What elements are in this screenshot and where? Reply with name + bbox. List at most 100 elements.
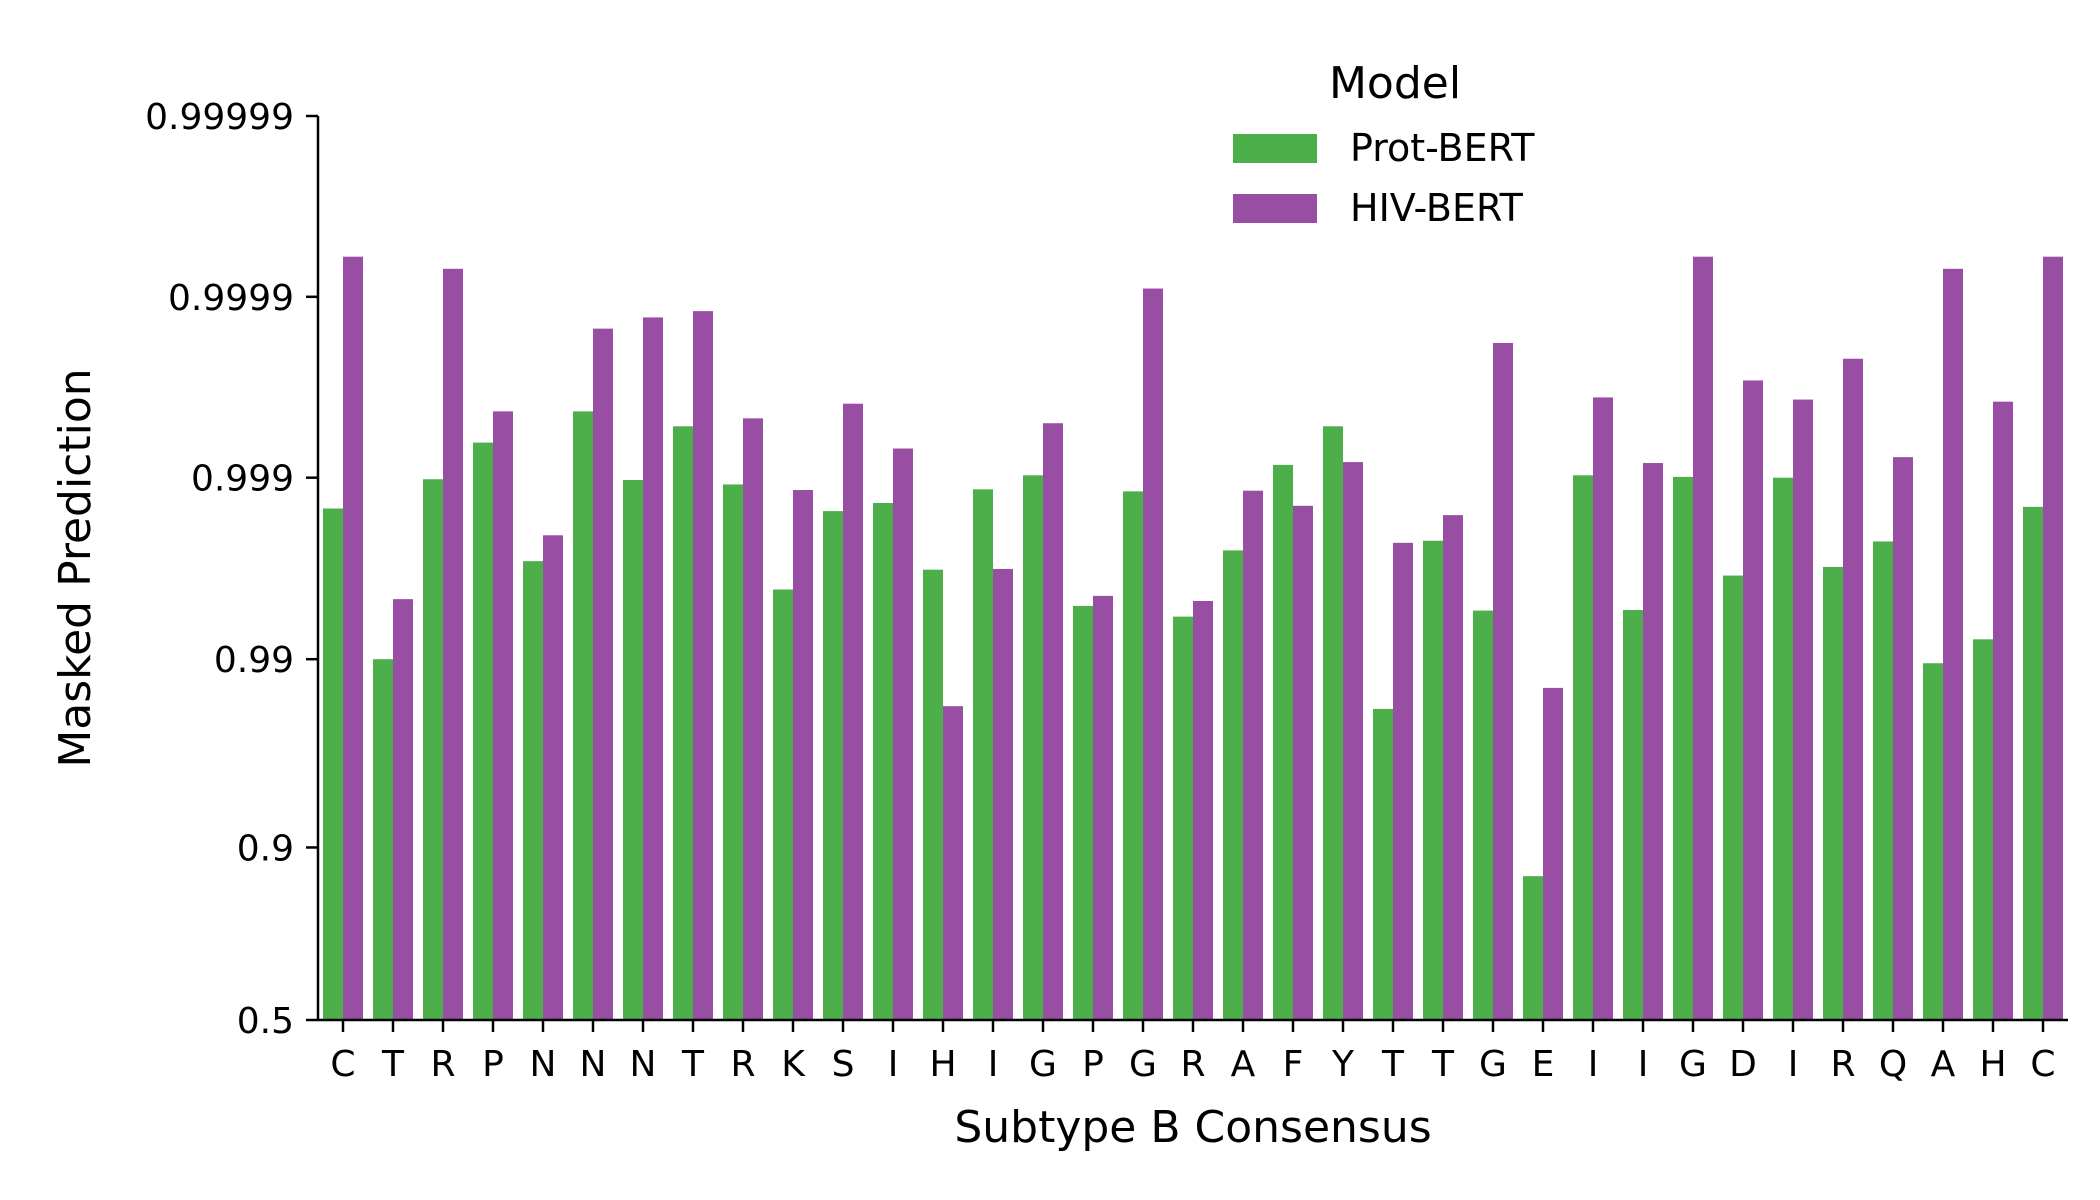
bar-prot-bert bbox=[1473, 610, 1493, 1020]
bar-prot-bert bbox=[1973, 639, 1993, 1020]
x-tick-label: G bbox=[1029, 1044, 1057, 1085]
bar-prot-bert bbox=[573, 411, 593, 1020]
x-tick-label: C bbox=[330, 1044, 355, 1085]
y-ticks-group: 0.5 0.9 0.99 0.999 0.9999 0.99999 bbox=[145, 97, 318, 1042]
bar-hiv-bert bbox=[1093, 595, 1113, 1020]
bar-hiv-bert bbox=[443, 268, 463, 1020]
bar-hiv-bert bbox=[2043, 256, 2063, 1020]
bar-prot-bert bbox=[1673, 476, 1693, 1020]
bar-hiv-bert bbox=[1243, 490, 1263, 1021]
bar-hiv-bert bbox=[1293, 505, 1313, 1021]
bar-prot-bert bbox=[1923, 663, 1943, 1020]
x-tick-label: Q bbox=[1879, 1044, 1907, 1085]
bar-hiv-bert bbox=[1643, 463, 1663, 1020]
x-tick-label: T bbox=[1381, 1044, 1405, 1085]
x-tick-label: R bbox=[1830, 1044, 1855, 1085]
bar-prot-bert bbox=[423, 479, 443, 1020]
bar-prot-bert bbox=[1073, 605, 1093, 1020]
bar-prot-bert bbox=[1773, 477, 1793, 1020]
bar-prot-bert bbox=[1373, 708, 1393, 1020]
x-tick-label: H bbox=[929, 1044, 956, 1085]
bar-prot-bert bbox=[473, 442, 493, 1020]
x-tick-label: I bbox=[888, 1044, 899, 1085]
x-tick-label: I bbox=[988, 1044, 999, 1085]
bar-prot-bert bbox=[1723, 575, 1743, 1020]
x-tick-label: G bbox=[1129, 1044, 1157, 1085]
bar-prot-bert bbox=[723, 484, 743, 1020]
bar-prot-bert bbox=[1273, 464, 1293, 1020]
bar-prot-bert bbox=[973, 489, 993, 1020]
bar-hiv-bert bbox=[1843, 358, 1863, 1021]
x-tick-label: A bbox=[1231, 1044, 1256, 1085]
bar-hiv-bert bbox=[893, 448, 913, 1021]
x-tick-label: T bbox=[1431, 1044, 1455, 1085]
x-tick-label: R bbox=[730, 1044, 755, 1085]
x-tick-label: A bbox=[1931, 1044, 1956, 1085]
bar-hiv-bert bbox=[1893, 457, 1913, 1020]
x-tick-label: F bbox=[1283, 1044, 1304, 1085]
legend: Model Prot-BERT HIV-BERT bbox=[1233, 58, 1535, 230]
x-tick-label: G bbox=[1479, 1044, 1507, 1085]
x-tick-label: T bbox=[681, 1044, 705, 1085]
bar-hiv-bert bbox=[493, 411, 513, 1020]
legend-label-hiv-bert: HIV-BERT bbox=[1350, 186, 1524, 230]
bars-group bbox=[323, 256, 2063, 1021]
bar-prot-bert bbox=[773, 589, 793, 1020]
legend-title: Model bbox=[1329, 58, 1461, 109]
x-tick-label: I bbox=[1638, 1044, 1649, 1085]
bar-prot-bert bbox=[823, 511, 843, 1020]
bar-prot-bert bbox=[1323, 426, 1343, 1021]
bar-hiv-bert bbox=[543, 535, 563, 1020]
bar-prot-bert bbox=[2023, 506, 2043, 1021]
legend-swatch-hiv-bert bbox=[1233, 194, 1317, 223]
y-axis-label: Masked Prediction bbox=[50, 368, 101, 767]
bar-hiv-bert bbox=[1443, 515, 1463, 1020]
bar-hiv-bert bbox=[743, 418, 763, 1020]
x-tick-label: G bbox=[1679, 1044, 1707, 1085]
x-tick-label: R bbox=[1180, 1044, 1205, 1085]
bar-hiv-bert bbox=[1993, 401, 2013, 1020]
x-tick-label: N bbox=[630, 1044, 657, 1085]
x-tick-label: N bbox=[530, 1044, 557, 1085]
bar-prot-bert bbox=[623, 480, 643, 1020]
bar-prot-bert bbox=[523, 561, 543, 1020]
x-tick-label: R bbox=[430, 1044, 455, 1085]
y-tick-label: 0.99999 bbox=[145, 97, 294, 138]
bar-hiv-bert bbox=[393, 599, 413, 1020]
bar-prot-bert bbox=[1023, 475, 1043, 1020]
x-tick-label: E bbox=[1532, 1044, 1555, 1085]
bar-hiv-bert bbox=[1393, 542, 1413, 1020]
bar-prot-bert bbox=[1873, 541, 1893, 1020]
x-tick-label: P bbox=[1082, 1044, 1104, 1085]
bar-prot-bert bbox=[1123, 491, 1143, 1020]
bar-prot-bert bbox=[1623, 610, 1643, 1020]
bar-prot-bert bbox=[873, 502, 893, 1020]
bar-hiv-bert bbox=[943, 706, 963, 1020]
bar-hiv-bert bbox=[1043, 423, 1063, 1020]
bar-hiv-bert bbox=[643, 317, 663, 1021]
x-tick-label: N bbox=[580, 1044, 607, 1085]
bar-prot-bert bbox=[1573, 475, 1593, 1020]
x-tick-label: D bbox=[1729, 1044, 1757, 1085]
bar-prot-bert bbox=[323, 508, 343, 1020]
x-tick-label: I bbox=[1788, 1044, 1799, 1085]
bar-hiv-bert bbox=[1493, 342, 1513, 1021]
bar-hiv-bert bbox=[1793, 399, 1813, 1020]
bar-hiv-bert bbox=[1193, 600, 1213, 1020]
y-tick-label: 0.5 bbox=[237, 1001, 294, 1042]
x-tick-label: K bbox=[781, 1044, 806, 1085]
bar-prot-bert bbox=[673, 426, 693, 1021]
x-tick-label: Y bbox=[1331, 1044, 1355, 1085]
y-tick-label: 0.99 bbox=[214, 640, 294, 681]
bar-hiv-bert bbox=[843, 403, 863, 1020]
bar-hiv-bert bbox=[1343, 462, 1363, 1020]
bar-hiv-bert bbox=[1743, 380, 1763, 1020]
bar-hiv-bert bbox=[793, 490, 813, 1020]
legend-swatch-prot-bert bbox=[1233, 134, 1317, 163]
bar-hiv-bert bbox=[1693, 256, 1713, 1020]
bar-hiv-bert bbox=[993, 568, 1013, 1020]
bar-prot-bert bbox=[1173, 616, 1193, 1020]
bar-prot-bert bbox=[923, 569, 943, 1020]
